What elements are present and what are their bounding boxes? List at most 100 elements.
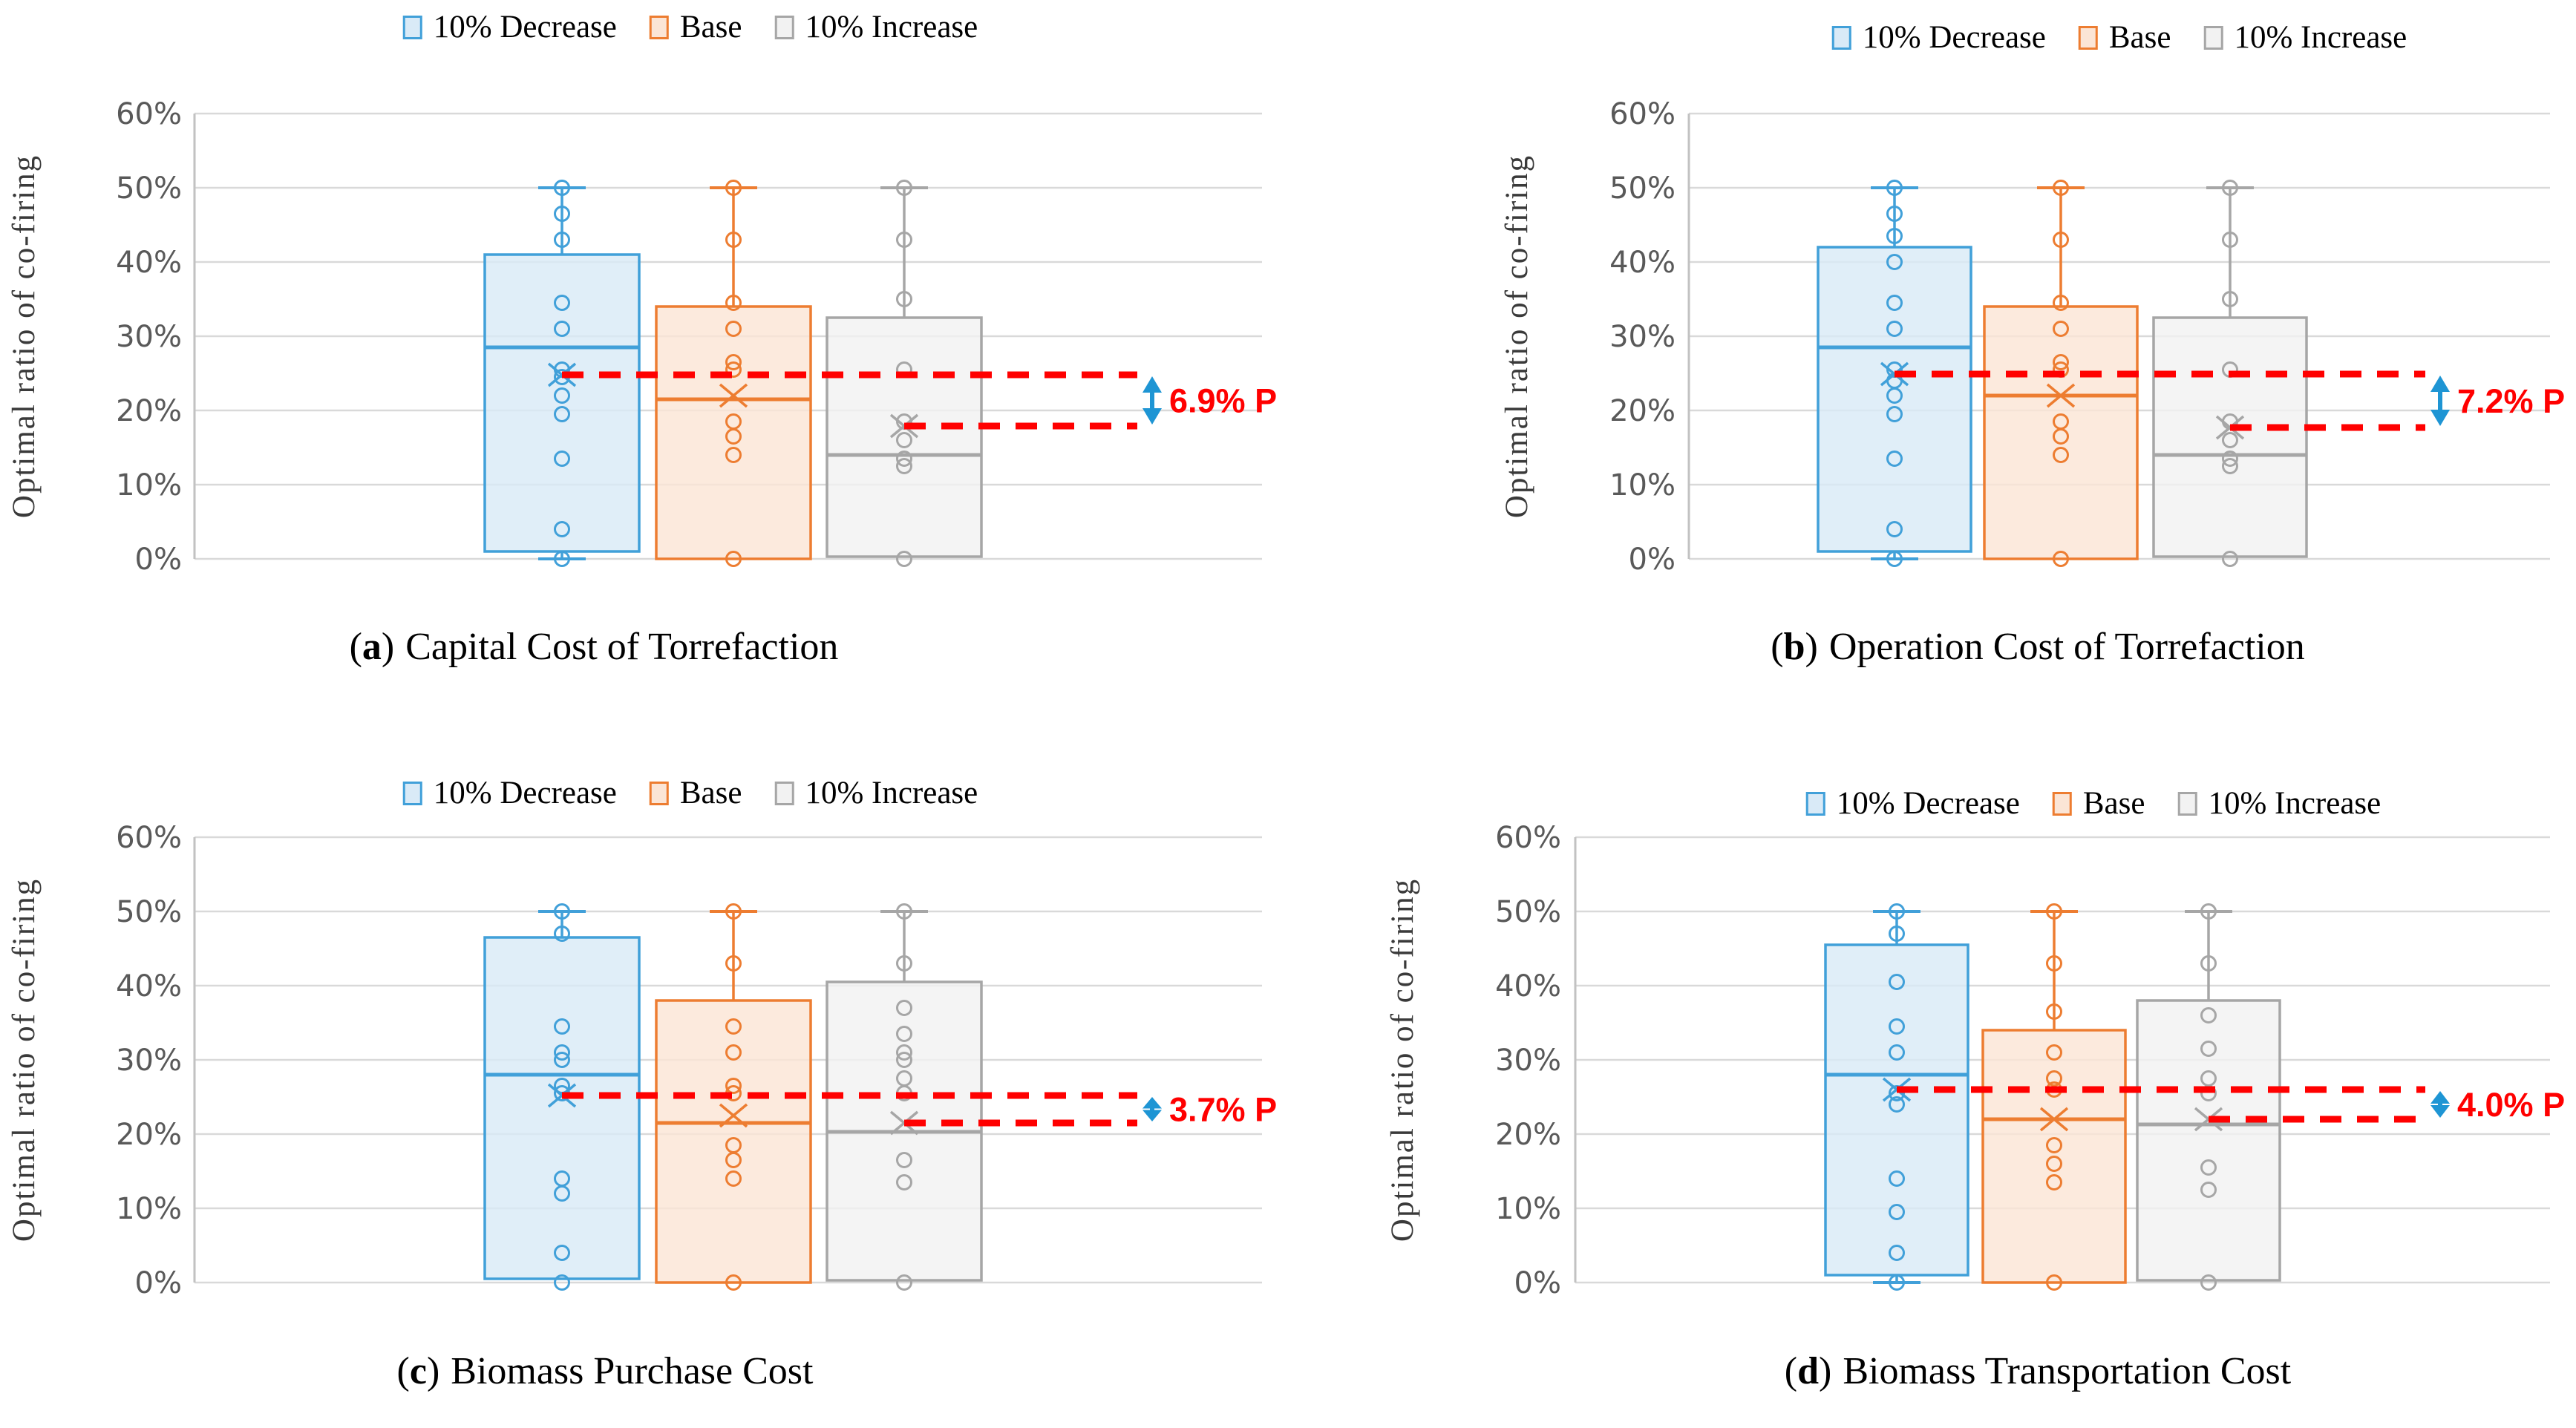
legend-label: Base	[679, 10, 742, 45]
panel-caption: (a) Capital Cost of Torrefaction	[350, 625, 839, 669]
legend-item-base: Base	[649, 775, 742, 811]
data-point	[2200, 1041, 2217, 1057]
up-arrow-icon	[2430, 376, 2450, 392]
data-points-base	[725, 903, 742, 1291]
y-tick-label: 0%	[135, 1266, 182, 1300]
difference-label: 6.9% P	[1169, 382, 1277, 420]
box-group-base	[1983, 180, 2139, 567]
data-point	[2222, 458, 2238, 474]
y-tick-label: 40%	[1495, 969, 1561, 1003]
caption-paren: (	[1771, 626, 1784, 668]
y-tick-label: 20%	[116, 394, 182, 428]
box	[1817, 246, 1972, 553]
legend-item-increase: 10% Increase	[774, 9, 978, 45]
data-point	[725, 447, 742, 463]
y-tick-label: 60%	[116, 821, 182, 855]
legend-label: Base	[2082, 786, 2145, 821]
data-point	[2053, 232, 2069, 248]
data-point	[2222, 232, 2238, 248]
legend-label: Base	[679, 776, 742, 810]
increase-swatch-icon	[774, 781, 794, 805]
data-point	[1886, 406, 1903, 422]
y-tick-label: 30%	[116, 1044, 182, 1078]
y-tick-label: 20%	[116, 1118, 182, 1152]
decrease-swatch-icon	[1805, 791, 1825, 816]
legend: 10% Decrease Base 10% Increase	[402, 775, 978, 811]
caption-title: Operation Cost of Torrefaction	[1828, 626, 2305, 668]
box-plot-chart-d: 60% 50% 40% 30% 20% 10% 0% Optimal ratio of co-…	[1385, 821, 2565, 1300]
y-tick-label: 20%	[1609, 394, 1676, 428]
caption-paren: (	[396, 1350, 410, 1392]
data-point	[554, 1052, 570, 1068]
data-point	[2200, 1159, 2217, 1176]
box	[655, 305, 812, 560]
data-point	[2046, 1044, 2062, 1061]
data-point	[2053, 295, 2069, 311]
caption-title: Biomass Purchase Cost	[451, 1350, 814, 1392]
y-tick-label: 60%	[116, 97, 182, 131]
y-tick-label: 50%	[1609, 171, 1676, 206]
base-swatch-icon	[649, 15, 669, 39]
box	[483, 936, 641, 1280]
data-point	[725, 551, 742, 567]
data-point	[1886, 295, 1903, 311]
data-points-decrease	[1889, 903, 1905, 1291]
y-tick-label: 20%	[1495, 1118, 1561, 1152]
data-point	[1886, 206, 1903, 222]
y-axis-title: Optimal ratio of co-firing	[1385, 878, 1420, 1242]
panel-a: 60% 50% 40% 30% 20% 10% 0% Optimal ratio of co-…	[0, 0, 1288, 714]
increase-swatch-icon	[2203, 25, 2223, 50]
y-axis-tick-labels: 60% 50% 40% 30% 20% 10% 0%	[116, 821, 182, 1300]
data-points-decrease	[554, 903, 570, 1291]
box-group-increase	[826, 180, 983, 567]
caption-letter: a	[362, 626, 382, 668]
legend-label: 10% Increase	[805, 776, 978, 810]
caption-letter: c	[409, 1350, 427, 1392]
down-arrow-icon	[1142, 1110, 1162, 1121]
y-tick-label: 10%	[116, 1192, 182, 1226]
legend-label: 10% Decrease	[1862, 20, 2046, 55]
data-point	[2053, 551, 2069, 567]
data-point	[2200, 1274, 2217, 1291]
panel-c: 60% 50% 40% 30% 20% 10% 0% Optimal ratio of co-…	[0, 714, 1288, 1428]
data-point	[725, 1170, 742, 1187]
up-arrow-icon	[2430, 1091, 2450, 1104]
data-point	[896, 1152, 912, 1168]
data-point	[2053, 354, 2069, 370]
caption-title: Capital Cost of Torrefaction	[405, 626, 839, 668]
y-tick-label: 60%	[1495, 821, 1561, 855]
difference-label: 7.2% P	[2457, 382, 2565, 420]
legend-label: 10% Decrease	[433, 776, 617, 810]
box	[1824, 943, 1969, 1277]
down-arrow-icon	[2430, 1105, 2450, 1118]
data-point	[725, 1078, 742, 1094]
y-tick-label: 60%	[1609, 97, 1676, 131]
data-point	[896, 180, 912, 196]
legend-item-increase: 10% Increase	[2203, 19, 2407, 56]
data-point	[2046, 1174, 2062, 1190]
box-group-increase	[2152, 180, 2308, 567]
y-axis-tick-labels: 60% 50% 40% 30% 20% 10% 0%	[1609, 97, 1676, 577]
data-point	[554, 903, 570, 920]
data-point	[1889, 1096, 1905, 1113]
data-point	[554, 206, 570, 222]
legend-item-decrease: 10% Decrease	[1805, 785, 2020, 822]
data-point	[554, 180, 570, 196]
data-point	[896, 551, 912, 567]
increase-swatch-icon	[2177, 791, 2197, 816]
caption-paren: )	[381, 626, 395, 668]
y-axis-title: Optimal ratio of co-firing	[7, 154, 42, 518]
base-swatch-icon	[2052, 791, 2072, 816]
data-point	[1889, 1274, 1905, 1291]
decrease-swatch-icon	[402, 15, 422, 39]
data-point	[1886, 521, 1903, 537]
data-point	[896, 1274, 912, 1291]
box	[2152, 316, 2308, 558]
legend-item-base: Base	[2052, 785, 2145, 822]
data-point	[2046, 955, 2062, 972]
caption-paren: )	[1819, 1350, 1832, 1392]
data-point	[896, 1052, 912, 1068]
down-arrow-icon	[2430, 410, 2450, 426]
data-point	[896, 232, 912, 248]
box-group-decrease	[483, 180, 641, 567]
